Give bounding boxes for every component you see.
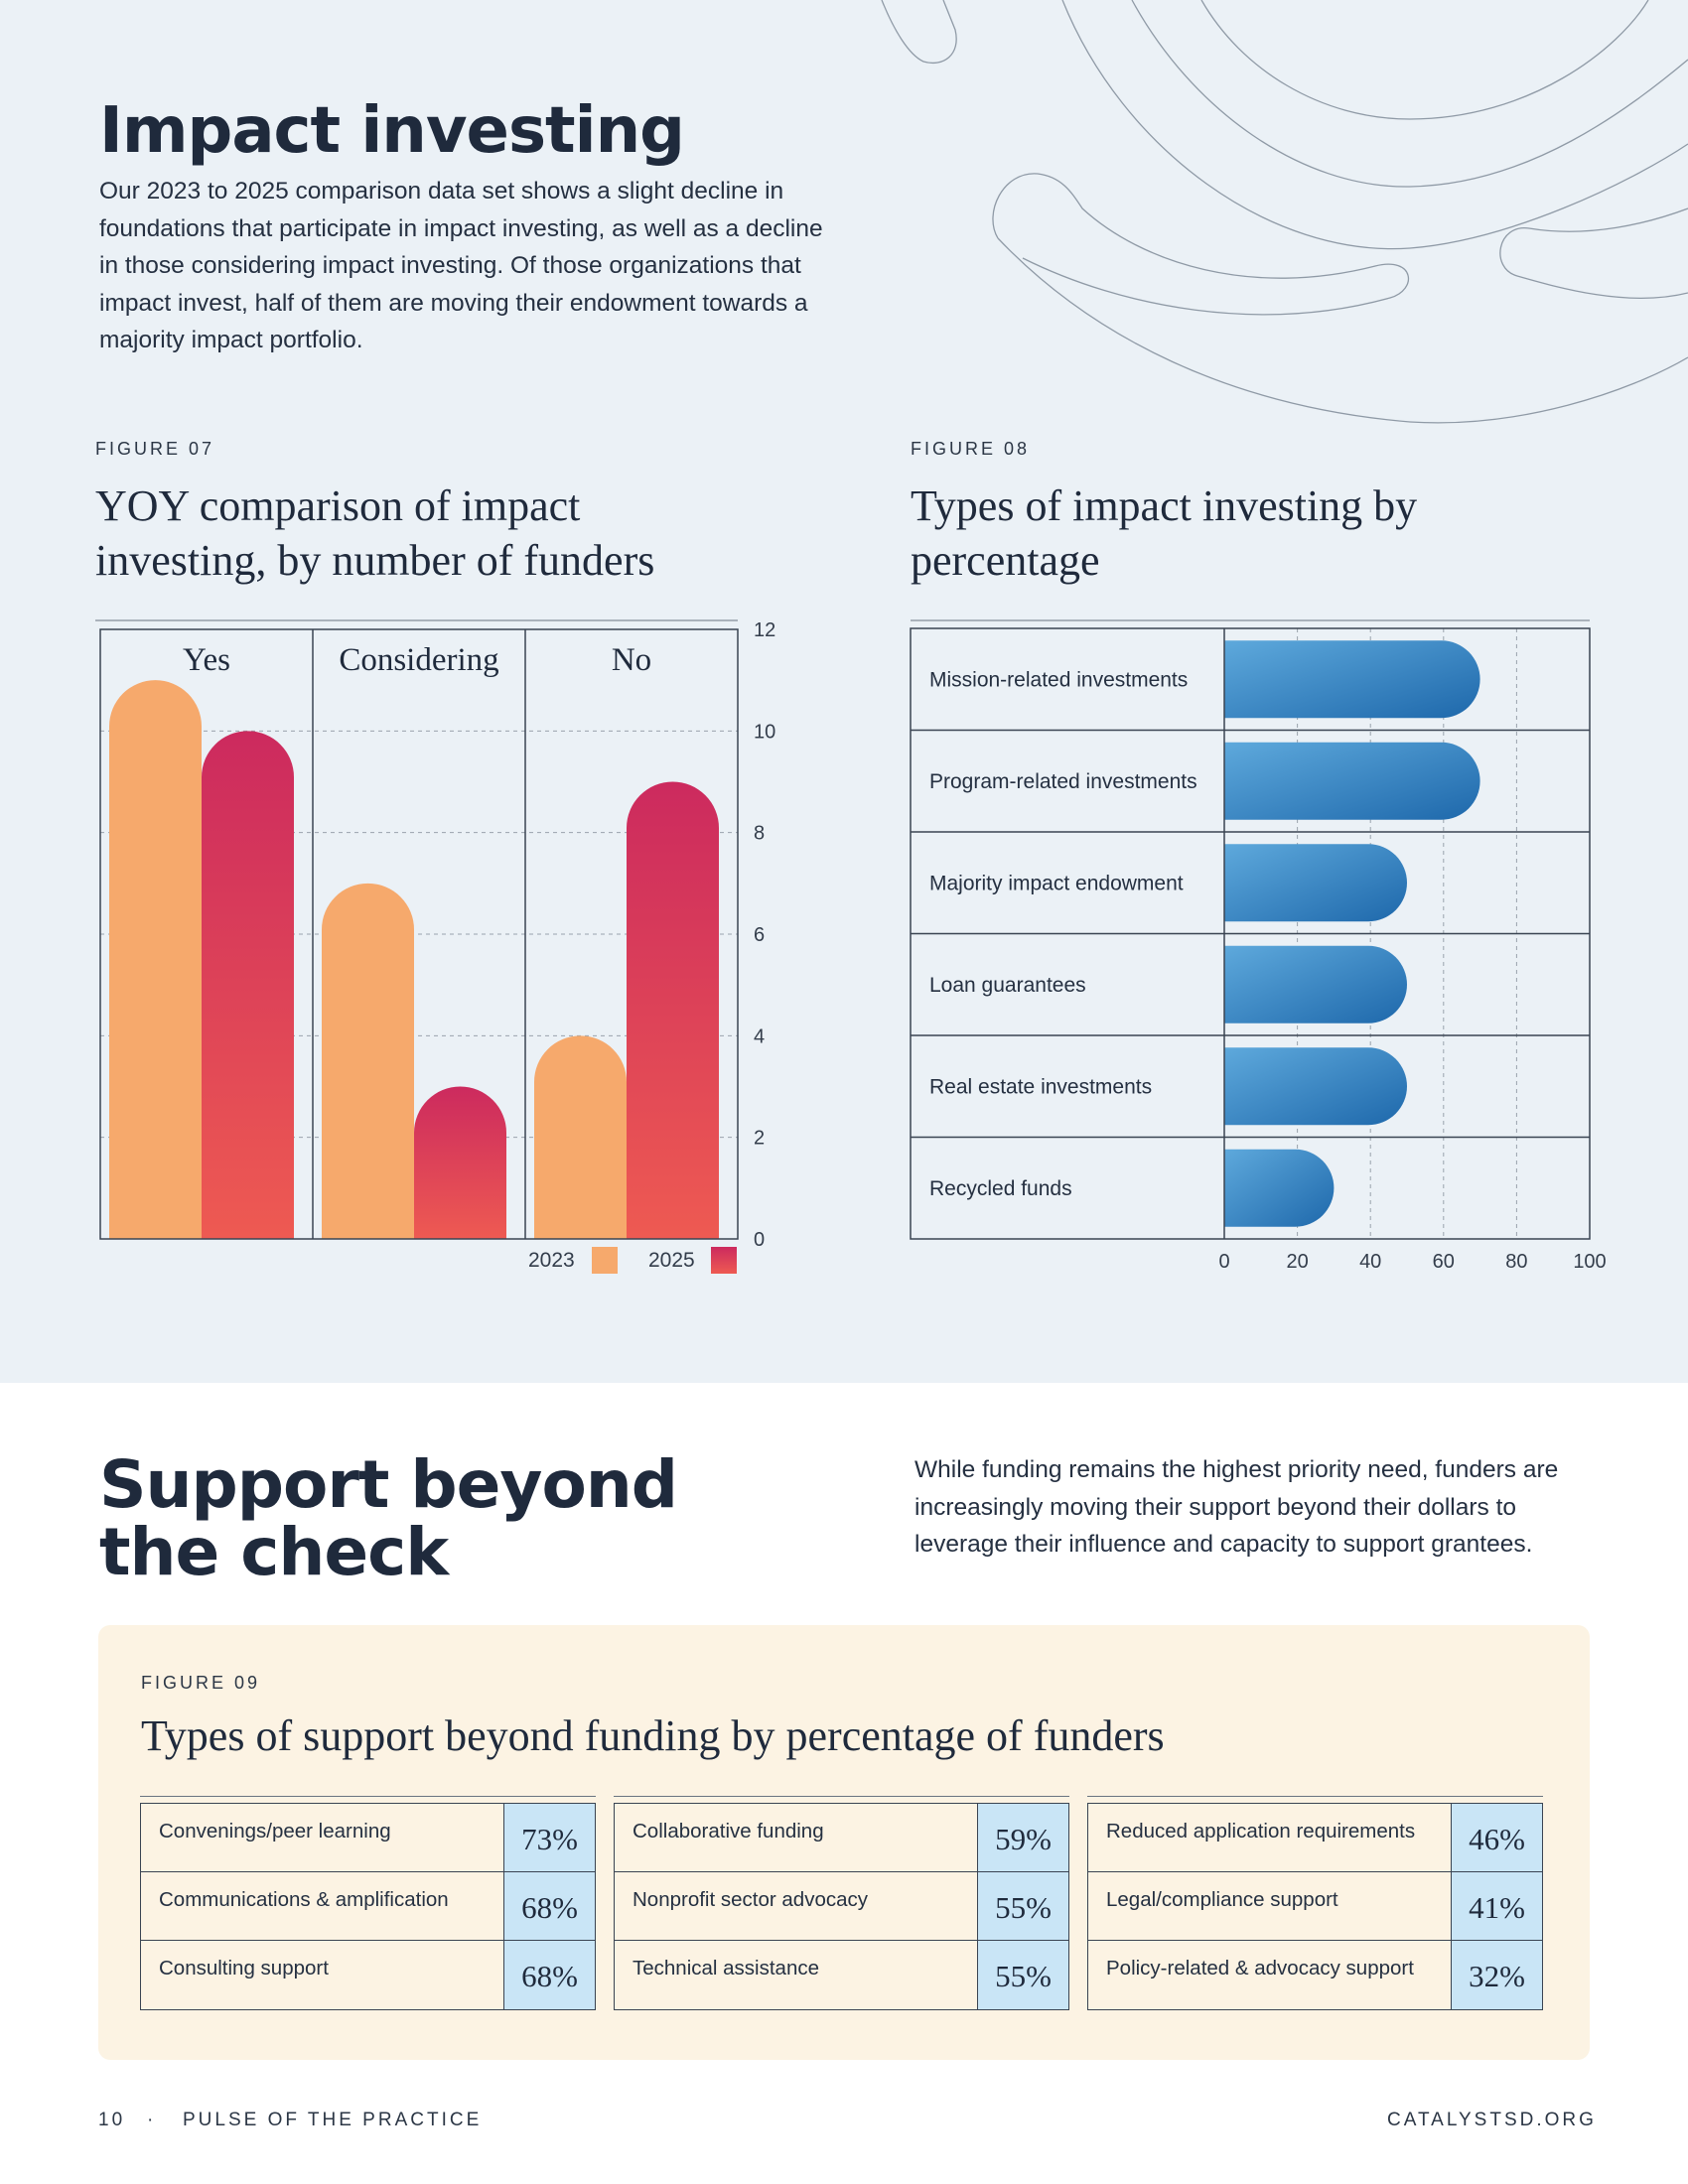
figure08-label: FIGURE 08 [911, 439, 1031, 459]
support-table-grid: Reduced application requirements 46% Leg… [1087, 1803, 1543, 2010]
bar [1224, 844, 1407, 922]
figure07-label: FIGURE 07 [95, 439, 215, 459]
support-title-line1: Support beyond [99, 1446, 678, 1523]
category-label: Recycled funds [929, 1177, 1072, 1200]
support-table-grid: Collaborative funding 59% Nonprofit sect… [614, 1803, 1069, 2010]
support-type-label: Technical assistance [633, 1957, 820, 1979]
footer-separator: · [147, 2110, 157, 2130]
table-row: Technical assistance 55% [615, 1941, 1068, 2009]
decorative-arcs [881, 0, 1688, 424]
x-tick-label: 80 [1505, 1251, 1527, 1273]
table-row: Consulting support 68% [141, 1941, 595, 2009]
support-table-grid: Convenings/peer learning 73% Communicati… [140, 1803, 596, 2010]
plot-frame [910, 627, 1591, 1240]
category-label: Loan guarantees [929, 974, 1086, 997]
support-percentage: 41% [1451, 1872, 1542, 1940]
footer-website: CATALYSTSD.ORG [1387, 2110, 1597, 2130]
support-type-label: Consulting support [159, 1957, 329, 1979]
support-title: Support beyond the check [99, 1446, 678, 1590]
x-tick-label: 40 [1359, 1251, 1381, 1273]
category-label: No [612, 642, 651, 678]
support-table-2: Collaborative funding 59% Nonprofit sect… [614, 1796, 1069, 2010]
table-row: Nonprofit sector advocacy 55% [615, 1872, 1068, 1941]
figure08-title: Types of impact investing by percentage [911, 478, 1417, 588]
figure07-title-line1: YOY comparison of impact [95, 481, 581, 530]
bar [1224, 1149, 1335, 1227]
table-row: Collaborative funding 59% [615, 1804, 1068, 1872]
footer-page-number: 10 [98, 2110, 126, 2130]
support-type-label: Communications & amplification [159, 1888, 449, 1911]
category-label: Considering [339, 642, 498, 678]
support-type-label: Collaborative funding [633, 1820, 824, 1843]
figure08-title-line1: Types of impact investing by [911, 481, 1418, 530]
support-percentage: 68% [503, 1872, 595, 1940]
legend-label-2023: 2023 [528, 1249, 575, 1272]
support-percentage: 55% [977, 1941, 1068, 2009]
bar-2023 [322, 883, 414, 1239]
legend-swatch-2025 [711, 1247, 737, 1274]
category-label: Program-related investments [929, 770, 1197, 793]
y-tick-label: 10 [754, 721, 775, 743]
category-label: Real estate investments [929, 1075, 1152, 1098]
support-title-line2: the check [99, 1514, 449, 1590]
impact-section: Impact investing Our 2023 to 2025 compar… [0, 0, 1688, 1383]
y-tick-label: 4 [754, 1025, 765, 1047]
plot-frame [99, 628, 739, 1240]
table-row: Legal/compliance support 41% [1088, 1872, 1542, 1941]
y-tick-label: 2 [754, 1128, 765, 1150]
category-label: Yes [183, 642, 230, 678]
support-percentage: 32% [1451, 1941, 1542, 2009]
category-label: Majority impact endowment [929, 872, 1184, 894]
figure07-title-line2: investing, by number of funders [95, 536, 655, 585]
y-tick-label: 6 [754, 924, 765, 946]
impact-intro: Our 2023 to 2025 comparison data set sho… [99, 178, 823, 353]
support-type-label: Policy-related & advocacy support [1106, 1957, 1414, 1979]
support-percentage: 68% [503, 1941, 595, 2009]
x-tick-label: 0 [1218, 1251, 1229, 1273]
support-percentage: 59% [977, 1804, 1068, 1871]
figure07-chart: 0 2 4 6 8 10 12 Yes Considering No 2023 2025 [95, 619, 775, 1274]
table-row: Reduced application requirements 46% [1088, 1804, 1542, 1872]
bar [1224, 1047, 1407, 1126]
bar-2023 [109, 680, 202, 1239]
support-table-3: Reduced application requirements 46% Leg… [1087, 1796, 1543, 2010]
support-type-label: Nonprofit sector advocacy [633, 1888, 869, 1911]
y-tick-label: 12 [754, 619, 775, 641]
bar-2025 [627, 781, 719, 1239]
table-row: Convenings/peer learning 73% [141, 1804, 595, 1872]
bar [1224, 742, 1480, 820]
figure09-panel: FIGURE 09 Types of support beyond fundin… [98, 1625, 1590, 2060]
support-type-label: Reduced application requirements [1106, 1820, 1416, 1843]
figure07-title: YOY comparison of impact investing, by n… [95, 478, 654, 588]
bar [1224, 945, 1407, 1024]
figure09-title: Types of support beyond funding by perce… [141, 1711, 1165, 1760]
x-tick-label: 100 [1573, 1251, 1606, 1273]
x-tick-label: 20 [1286, 1251, 1308, 1273]
support-description: While funding remains the highest priori… [914, 1456, 1559, 1558]
bar-2023 [534, 1035, 627, 1239]
impact-title: Impact investing [99, 94, 685, 168]
support-type-label: Convenings/peer learning [159, 1820, 391, 1843]
support-table-1: Convenings/peer learning 73% Communicati… [140, 1796, 596, 2010]
figure08-chart: 0 20 40 60 80 100 Mission-related investments P… [910, 619, 1607, 1273]
x-tick-label: 60 [1433, 1251, 1455, 1273]
bar-2025 [414, 1086, 506, 1239]
table-row: Policy-related & advocacy support 32% [1088, 1941, 1542, 2009]
support-percentage: 73% [503, 1804, 595, 1871]
support-percentage: 55% [977, 1872, 1068, 1940]
bar-2025 [202, 731, 294, 1239]
y-tick-label: 8 [754, 823, 765, 845]
category-label: Mission-related investments [929, 668, 1188, 691]
support-type-label: Legal/compliance support [1106, 1888, 1338, 1911]
legend-label-2025: 2025 [648, 1249, 695, 1272]
y-tick-label: 0 [754, 1229, 765, 1251]
footer-publication: PULSE OF THE PRACTICE [183, 2110, 483, 2130]
figure09-label: FIGURE 09 [141, 1673, 261, 1693]
support-percentage: 46% [1451, 1804, 1542, 1871]
figure08-title-line2: percentage [911, 536, 1100, 585]
table-row: Communications & amplification 68% [141, 1872, 595, 1941]
bar [1224, 640, 1480, 719]
legend-swatch-2023 [592, 1247, 618, 1274]
